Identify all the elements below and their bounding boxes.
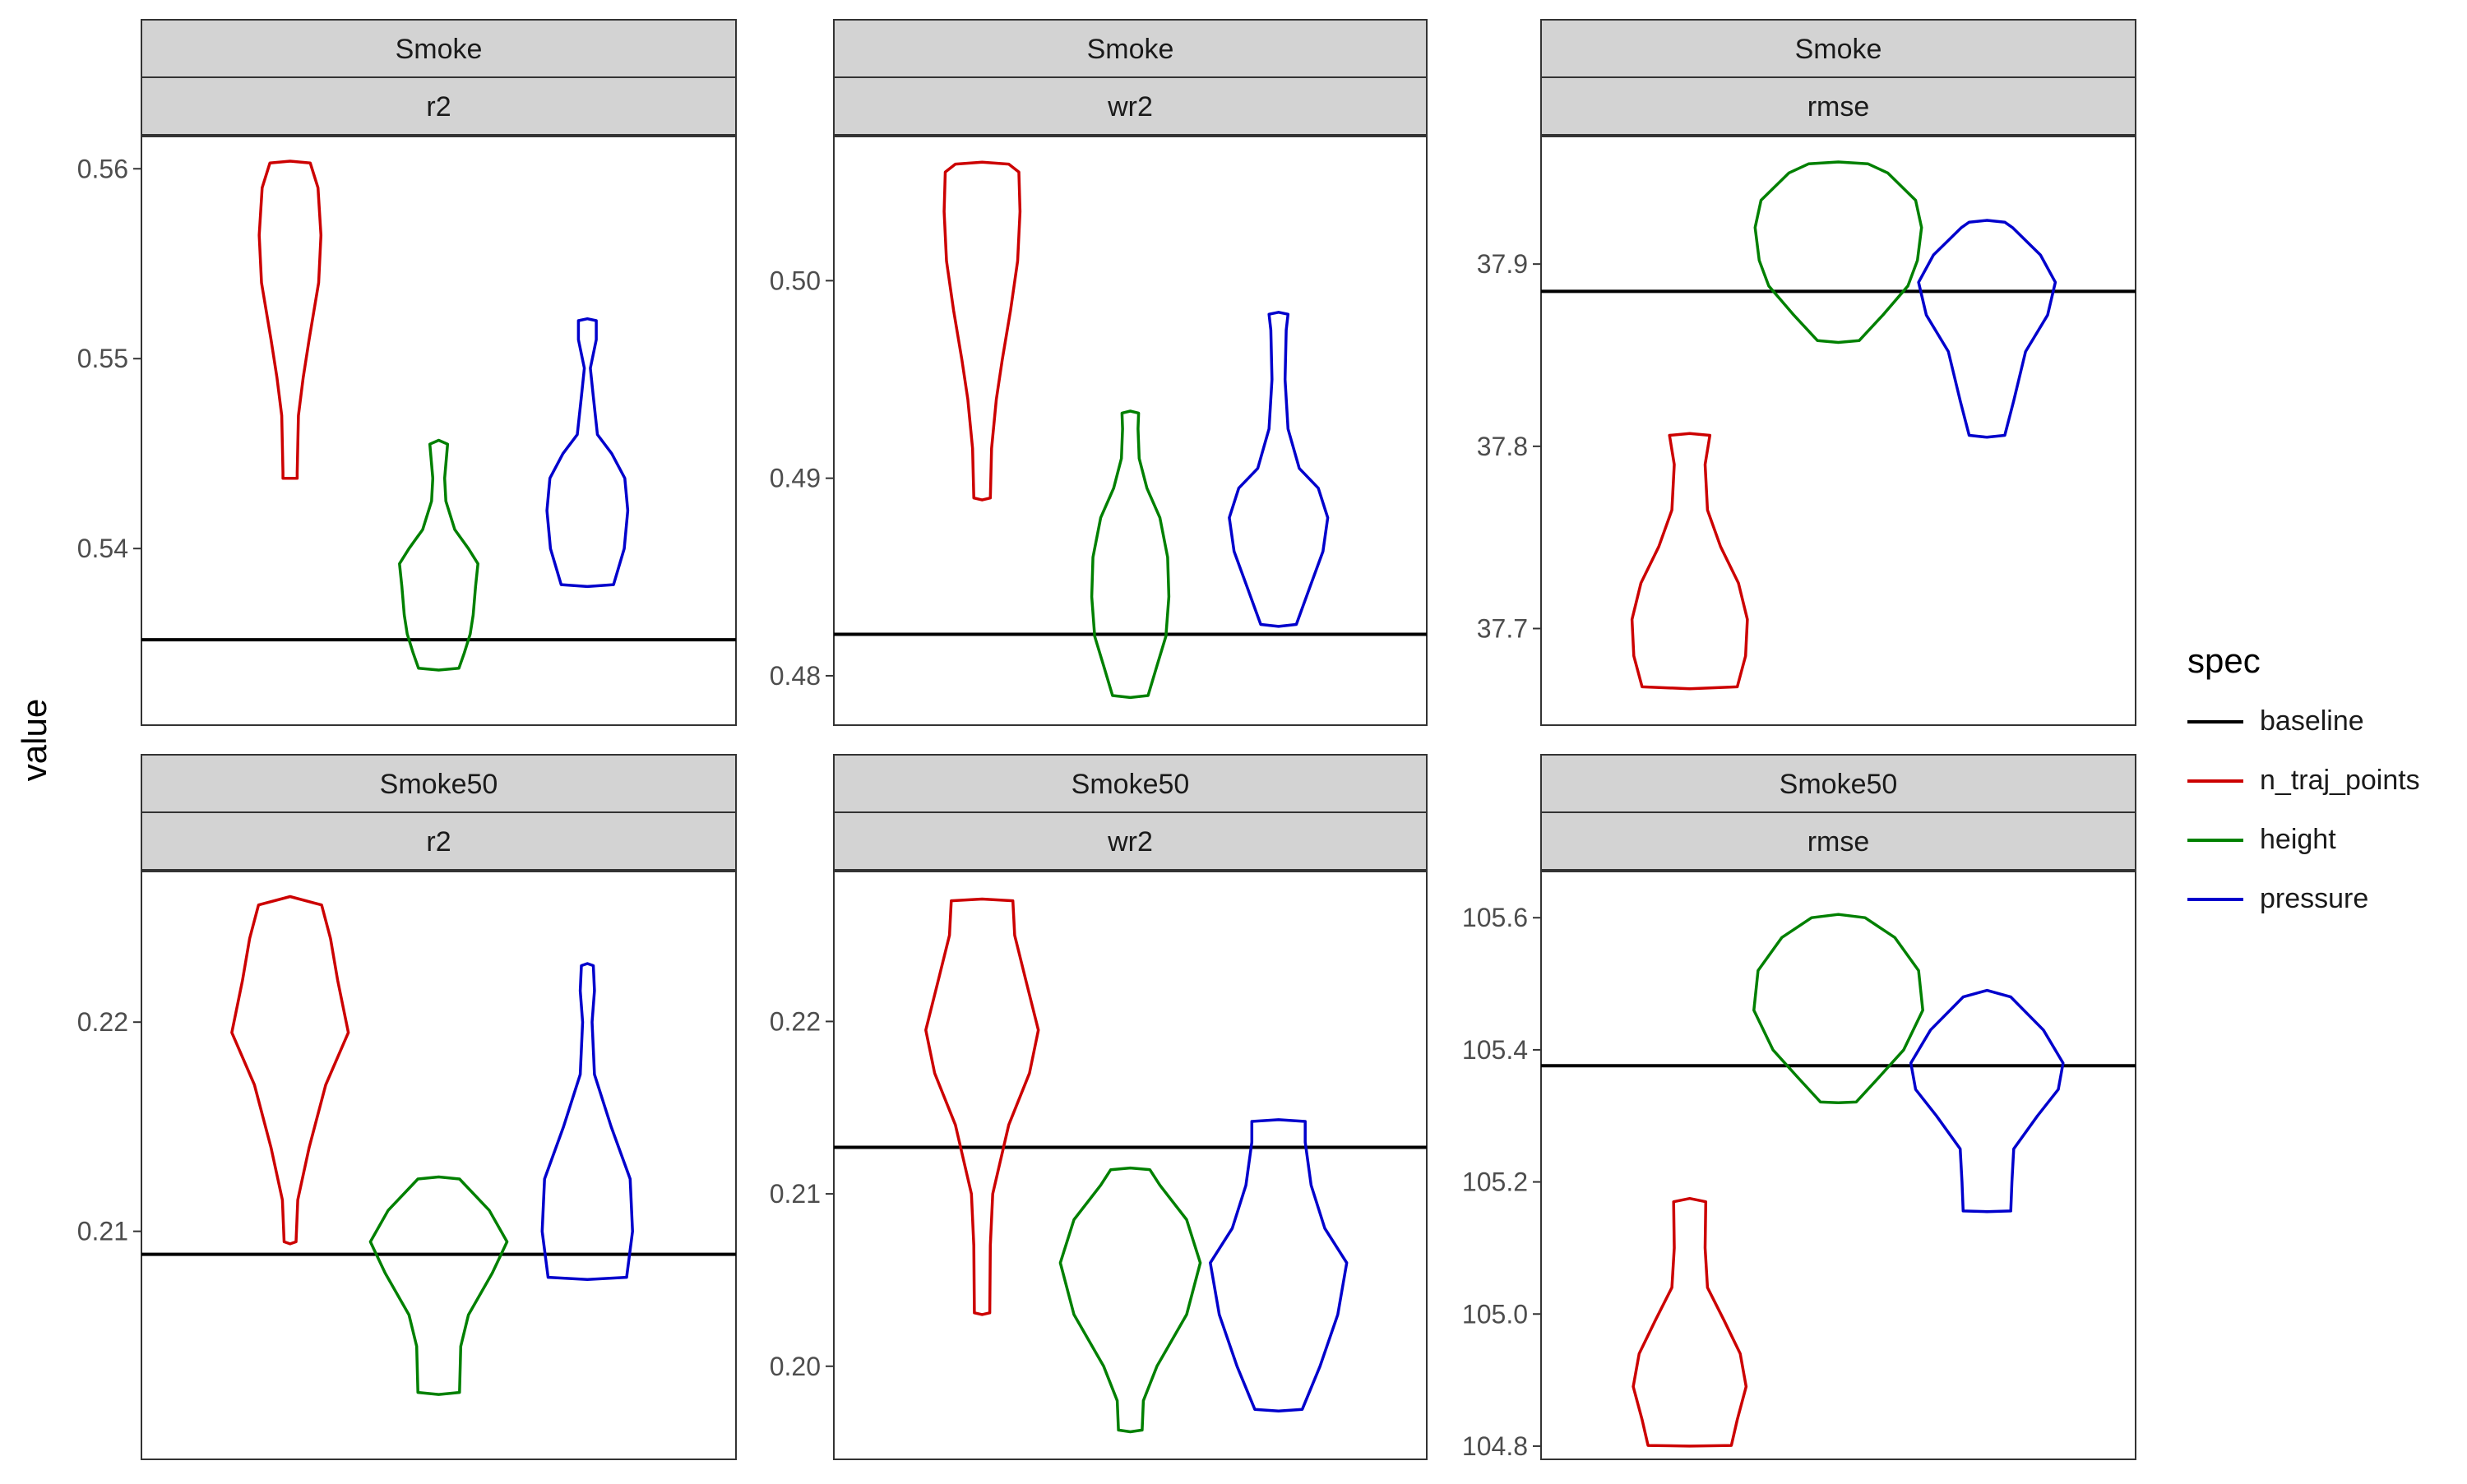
- y-tick-label: 0.21: [770, 1179, 821, 1209]
- legend-item-height: height: [2187, 816, 2451, 865]
- y-tick-label: 37.9: [1477, 249, 1528, 279]
- facet-strip-top-label: Smoke: [396, 34, 483, 65]
- y-tick-label: 37.7: [1477, 614, 1528, 644]
- legend-title: spec: [2187, 641, 2261, 680]
- facet-strip-bottom-label: wr2: [1107, 826, 1153, 858]
- legend-key-n-traj-points: [2187, 779, 2243, 783]
- violin-height: [1753, 160, 1923, 344]
- facet-strip-top: [141, 19, 737, 78]
- y-tick-label: 0.21: [77, 1217, 128, 1246]
- violin-pressure: [540, 962, 634, 1281]
- y-tick-label: 0.54: [77, 534, 128, 563]
- violin-n-traj-points: [942, 160, 1022, 502]
- legend-key-baseline: [2187, 720, 2243, 724]
- violin-pressure: [545, 317, 630, 589]
- facet-strip-bottom-label: r2: [426, 91, 451, 123]
- facet-strip-bottom: [833, 76, 1428, 136]
- facet-strip-bottom-label: rmse: [1807, 91, 1870, 123]
- legend-item-pressure: pressure: [2187, 875, 2451, 924]
- facet-strip-top-label: Smoke50: [1780, 769, 1898, 800]
- facet-strip-top: [833, 754, 1428, 813]
- legend-key-height: [2187, 839, 2243, 842]
- y-tick-label: 0.48: [770, 661, 821, 691]
- panel-border: [833, 871, 1428, 1460]
- facet-strip-top: [833, 19, 1428, 78]
- facet-strip-top-label: Smoke: [1087, 34, 1174, 65]
- facet-strip-bottom: [833, 811, 1428, 871]
- violin-height: [1058, 1166, 1202, 1434]
- y-tick-label: 105.0: [1462, 1299, 1528, 1329]
- panel-border: [1540, 871, 2136, 1460]
- violin-n-traj-points: [257, 159, 323, 480]
- y-tick-label: 105.2: [1462, 1167, 1528, 1197]
- y-tick-label: 37.8: [1477, 432, 1528, 461]
- legend-key-pressure: [2187, 898, 2243, 901]
- legend-label-baseline: baseline: [2260, 705, 2364, 737]
- violin-pressure: [1909, 988, 2065, 1214]
- y-axis-label: value: [15, 698, 53, 782]
- panel-border: [1540, 136, 2136, 726]
- violin-height: [368, 1175, 509, 1396]
- facet-strip-top: [141, 754, 737, 813]
- y-tick-label: 0.49: [770, 464, 821, 493]
- facet-strip-top: [1540, 19, 2136, 78]
- violin-n-traj-points: [924, 897, 1040, 1316]
- violin-height: [1090, 409, 1171, 700]
- y-tick-label: 0.56: [77, 154, 128, 183]
- facet-strip-bottom: [1540, 76, 2136, 136]
- y-tick-label: 0.50: [770, 266, 821, 295]
- legend-label-pressure: pressure: [2260, 883, 2369, 914]
- legend-label-height: height: [2260, 824, 2336, 855]
- y-tick-label: 0.22: [770, 1006, 821, 1036]
- facet-strip-bottom: [141, 76, 737, 136]
- violin-n-traj-points: [1630, 432, 1749, 691]
- legend-label-n-traj-points: n_traj_points: [2260, 765, 2420, 796]
- y-tick-label: 105.4: [1462, 1035, 1528, 1065]
- panel-border: [141, 871, 737, 1460]
- violin-height: [1752, 913, 1924, 1104]
- facet-strip-bottom: [141, 811, 737, 871]
- legend-item-n-traj-points: n_traj_points: [2187, 756, 2451, 806]
- facet-strip-bottom: [1540, 811, 2136, 871]
- facet-strip-bottom-label: wr2: [1107, 91, 1153, 123]
- panel-border: [141, 136, 737, 726]
- facet-strip-top: [1540, 754, 2136, 813]
- facet-strip-top-label: Smoke: [1795, 34, 1882, 65]
- violin-pressure: [1228, 311, 1330, 628]
- facet-strip-bottom-label: rmse: [1807, 826, 1870, 858]
- y-tick-label: 0.22: [77, 1007, 128, 1037]
- panel-border: [833, 136, 1428, 726]
- violin-n-traj-points: [1632, 1196, 1748, 1448]
- violin-height: [398, 438, 479, 672]
- violin-n-traj-points: [230, 895, 350, 1246]
- facet-strip-top-label: Smoke50: [1072, 769, 1190, 800]
- facet-strip-top-label: Smoke50: [380, 769, 498, 800]
- y-axis-label-container: value: [3, 699, 66, 781]
- legend: spec baseline n_traj_points height press…: [2171, 641, 2451, 954]
- y-tick-label: 0.20: [770, 1352, 821, 1381]
- violin-pressure: [1917, 219, 2057, 439]
- facet-strip-bottom-label: r2: [426, 826, 451, 858]
- legend-item-baseline: baseline: [2187, 697, 2451, 747]
- y-tick-label: 0.55: [77, 344, 128, 373]
- y-tick-label: 105.6: [1462, 903, 1528, 932]
- violin-pressure: [1209, 1118, 1349, 1413]
- y-tick-label: 104.8: [1462, 1431, 1528, 1461]
